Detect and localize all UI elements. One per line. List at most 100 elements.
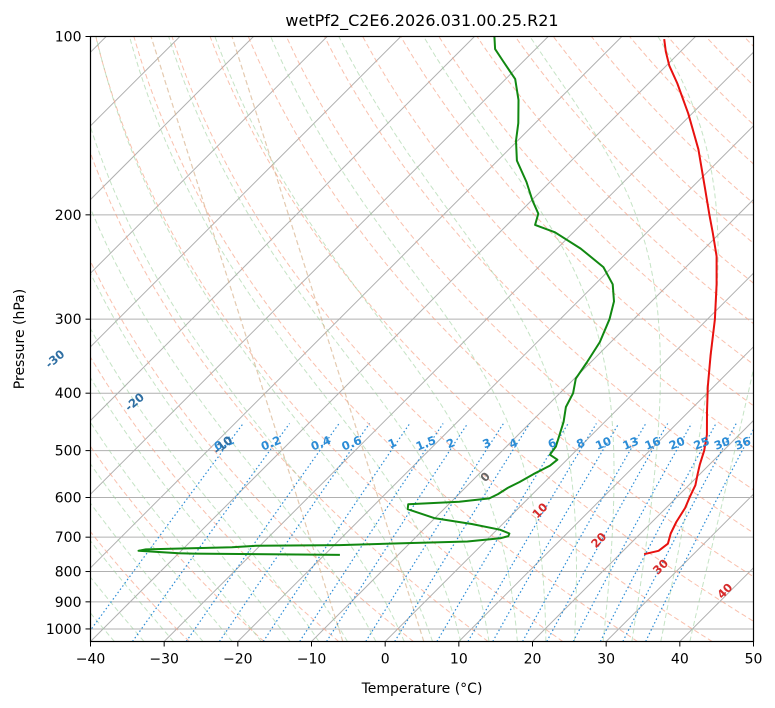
isotherm-line	[384, 272, 754, 642]
moist-adiabat-line	[90, 502, 204, 642]
mixing-ratio-line	[90, 423, 244, 632]
isotherm-line	[90, 36, 549, 495]
dewpoint-line	[137, 36, 615, 556]
moist-adiabat-label: 0	[477, 469, 493, 485]
mixing-ratio-line	[365, 423, 504, 642]
x-tick-label: −30	[149, 652, 179, 668]
moist-adiabat-line	[423, 36, 615, 642]
isotherm-line	[458, 346, 754, 642]
x-tick-label: −20	[223, 652, 253, 668]
isotherm-line	[753, 640, 754, 642]
moist-adiabat-line	[90, 327, 320, 642]
dry-adiabat-line	[362, 36, 754, 449]
isotherm-line	[90, 36, 254, 201]
dry-adiabat-line	[209, 36, 754, 622]
mixing-ratio-line	[522, 423, 647, 642]
isotherm-line	[90, 36, 623, 569]
x-tick-label: −40	[76, 652, 106, 668]
dry-adiabat-line	[285, 36, 754, 534]
moist-adiabat-line	[90, 376, 291, 642]
temperature-line	[643, 38, 718, 556]
dry-adiabat-line	[324, 36, 754, 491]
isotherm-line	[163, 51, 754, 642]
isotherm-line	[311, 198, 754, 642]
y-tick-label: 500	[55, 444, 82, 460]
x-tick-label: 20	[524, 652, 542, 668]
moist-adiabat-line	[129, 36, 462, 642]
dry-adiabat-line	[90, 260, 414, 642]
mixing-ratio-line	[622, 423, 737, 642]
mixing-ratio-line	[645, 428, 754, 642]
y-tick-label: 1000	[46, 622, 82, 638]
plot-frame	[89, 35, 755, 643]
mixing-ratio-label: 20	[667, 434, 687, 453]
reference-curve-line	[231, 36, 425, 642]
dry-adiabat-line	[90, 445, 265, 642]
moist-adiabat-line	[90, 125, 405, 642]
mixing-ratio-line	[299, 423, 444, 642]
mixing-ratio-line	[132, 423, 291, 642]
dry-adiabat-line	[90, 356, 340, 642]
isotherm-line	[679, 567, 754, 642]
mixing-ratio-label: 16	[643, 434, 663, 453]
axis-ticks: −40 −30 −20 −10 0 10 20 30 40 5010009008007006005…	[46, 30, 763, 668]
dry-adiabat-line	[667, 36, 754, 126]
mixing-ratio-line	[572, 423, 693, 642]
mixing-ratio-line	[546, 423, 669, 642]
mixing-ratio-line	[394, 423, 531, 642]
reference-curve-line	[150, 36, 344, 642]
x-axis-label: Temperature (°C)	[361, 681, 483, 697]
x-tick-label: 50	[745, 652, 763, 668]
dry-adiabat-line	[133, 36, 638, 642]
mixing-ratio-label: 3	[480, 435, 493, 451]
mixing-ratio-line	[467, 423, 597, 642]
mixing-ratio-line	[326, 423, 469, 642]
y-tick-label: 800	[55, 565, 82, 581]
y-tick-label: 900	[55, 595, 82, 611]
isotherm-line	[237, 125, 754, 642]
isotherm-line	[90, 36, 475, 422]
x-tick-label: 10	[450, 652, 468, 668]
moist-adiabat-line	[95, 36, 433, 642]
isotherm-line	[90, 36, 402, 348]
mixing-ratio-label: 8	[574, 435, 587, 451]
mixing-ratio-line	[492, 423, 620, 642]
mixing-ratio-line	[218, 423, 371, 642]
dry-adiabat-line	[95, 36, 564, 642]
dry-adiabat-line	[247, 36, 754, 578]
y-axis-label: Pressure (hPa)	[12, 289, 28, 389]
dry-adiabat-line	[591, 36, 754, 205]
dry-adiabat-line	[476, 36, 754, 325]
moist-adiabat-line	[90, 421, 262, 642]
dry-adiabat-line	[171, 36, 713, 642]
isotherm-line	[532, 419, 754, 642]
moist-adiabat-line	[214, 36, 518, 642]
dry-adiabat-line	[743, 36, 754, 48]
x-tick-label: 30	[597, 652, 615, 668]
y-tick-label: 400	[55, 386, 82, 402]
chart-title: wetPf2_C2E6.2026.031.00.25.R21	[285, 11, 558, 31]
mixing-ratio-label: 10	[593, 434, 613, 453]
y-tick-label: 200	[55, 208, 82, 224]
y-tick-label: 700	[55, 530, 82, 546]
x-tick-label: −10	[297, 652, 327, 668]
moist-adiabat-line	[90, 463, 233, 642]
isotherm-line	[605, 493, 754, 642]
mixing-ratio-label: 30	[712, 434, 732, 453]
moist-adiabat-line	[90, 272, 348, 642]
y-tick-label: 600	[55, 491, 82, 507]
dry-adiabat-label: -30	[42, 347, 67, 371]
dry-adiabat-line	[438, 36, 754, 365]
sounding-profiles	[137, 36, 718, 556]
dry-adiabat-line	[90, 530, 190, 642]
x-tick-label: 0	[381, 652, 390, 668]
moist-adiabat-label: 30	[650, 556, 671, 577]
isotherm-line	[90, 36, 696, 642]
mixing-ratio-line	[185, 423, 340, 642]
mixing-ratio-line	[599, 423, 717, 642]
x-tick-label: 40	[671, 652, 689, 668]
mixing-ratio-line	[262, 423, 411, 642]
background-lines	[90, 36, 754, 642]
y-tick-label: 300	[55, 312, 82, 328]
